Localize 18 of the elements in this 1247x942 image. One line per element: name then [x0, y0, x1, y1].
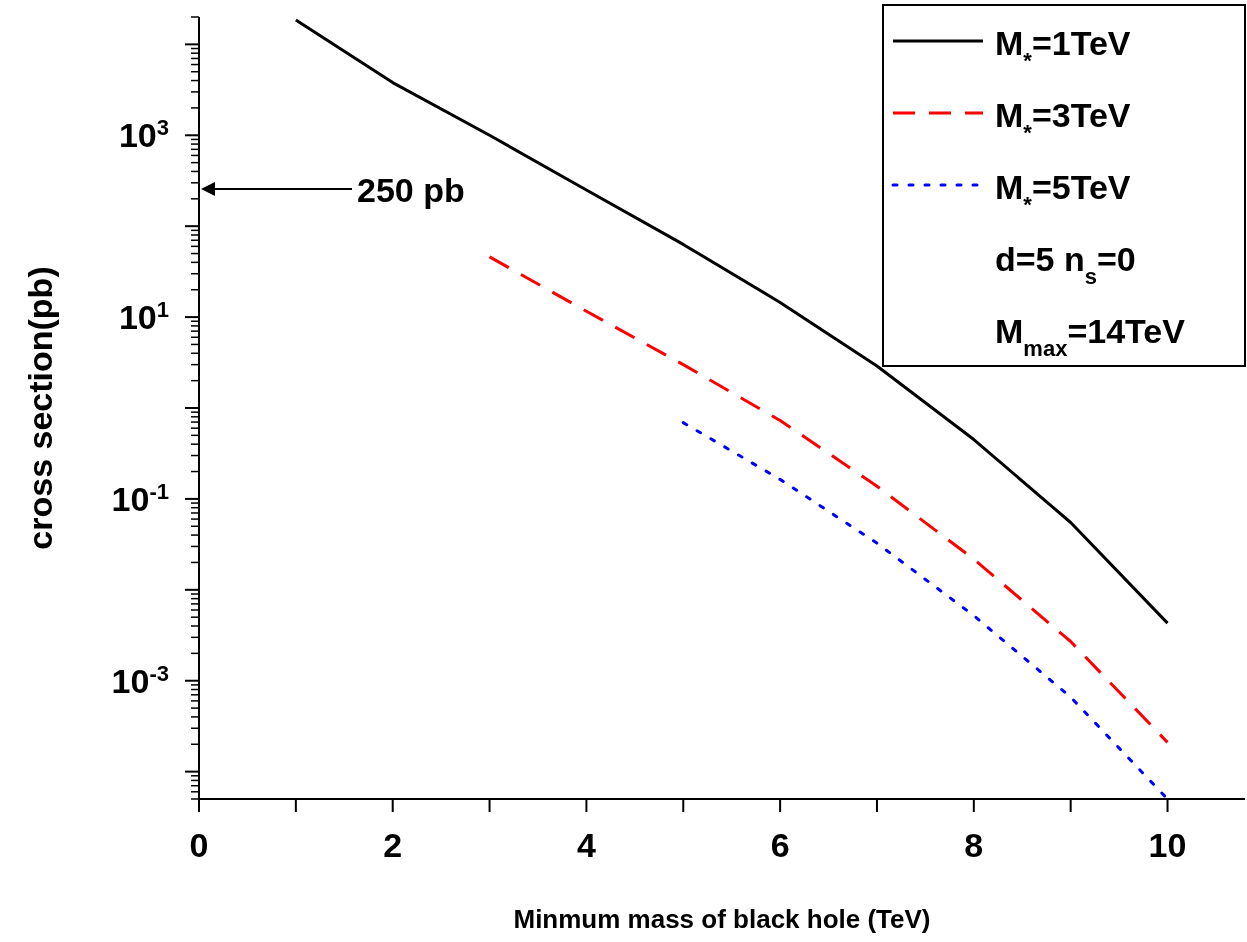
x-tick-label: 2 — [383, 826, 403, 864]
y-tick-label: 10$^{3}$ — [118, 114, 169, 155]
legend-label: M$_{*}$=5TeV — [995, 168, 1131, 217]
y-tick-label: 10$^{-3}$ — [111, 660, 169, 700]
x-tick-label: 10 — [1148, 826, 1187, 864]
x-tick-label: 8 — [964, 826, 984, 864]
x-tick-label: 0 — [189, 826, 209, 864]
x-tick-label: 4 — [576, 826, 596, 864]
x-tick-label: 6 — [770, 826, 790, 864]
y-axis-title: cross section(pb) — [21, 266, 59, 550]
y-tick-label: 10$^{-1}$ — [111, 478, 169, 518]
annotation: M$_{max}$=14TeV — [995, 312, 1186, 361]
annotation: d=5 n$_{s}$=0 — [995, 240, 1136, 289]
y-tick-label: 10$^{1}$ — [118, 296, 169, 337]
legend-label: M$_{*}$=3TeV — [995, 96, 1131, 145]
annotation: 250 pb — [357, 171, 465, 209]
x-axis-title: Minmum mass of black hole (TeV) — [513, 904, 931, 934]
legend-label: M$_{*}$=1TeV — [995, 24, 1131, 73]
